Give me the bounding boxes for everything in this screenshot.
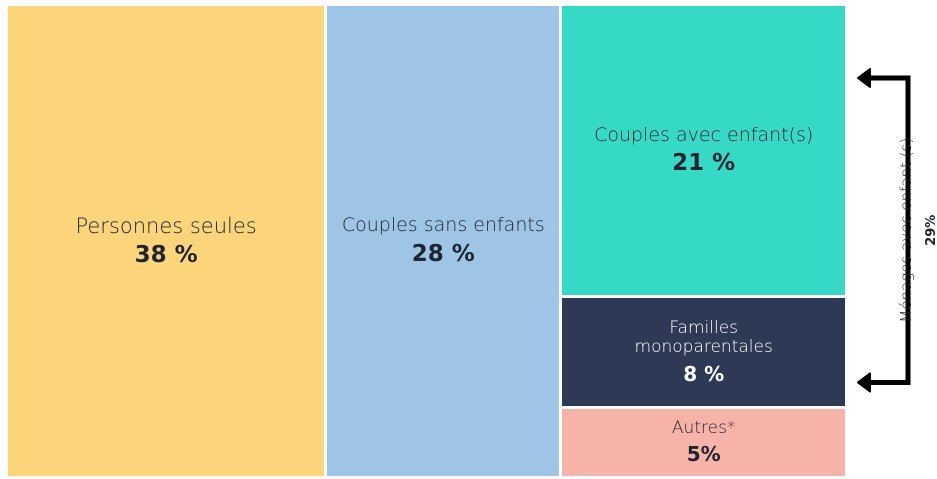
treemap-cell: Familles monoparentales 8 % <box>562 298 845 407</box>
cell-label: Autres* <box>671 417 736 438</box>
treemap-cell: Personnes seules 38 % <box>8 6 325 476</box>
bracket <box>868 75 911 385</box>
annotation-label: Ménages avec enfant (s) <box>897 138 915 323</box>
treemap-cell: Autres* 5% <box>562 409 845 476</box>
treemap-cell: Couples sans enfants 28 % <box>327 6 560 476</box>
treemap-cell: Couples avec enfant(s) 21 % <box>562 6 845 296</box>
cell-value-label: 21 % <box>672 150 736 177</box>
arrow-head <box>857 68 871 88</box>
cell-value-label: 8 % <box>683 361 725 386</box>
cell-label: Couples avec enfant(s) <box>594 123 814 146</box>
cell-label: Personnes seules <box>75 213 257 238</box>
cell-value-label: 28 % <box>411 240 475 267</box>
cell-value-label: 38 % <box>134 242 198 269</box>
annotation-value: 29% <box>924 215 937 246</box>
cell-label: Familles monoparentales <box>634 317 773 358</box>
arrow-head <box>857 372 871 393</box>
cell-value-label: 5% <box>686 442 721 467</box>
cell-label: Couples sans enfants <box>341 214 545 237</box>
